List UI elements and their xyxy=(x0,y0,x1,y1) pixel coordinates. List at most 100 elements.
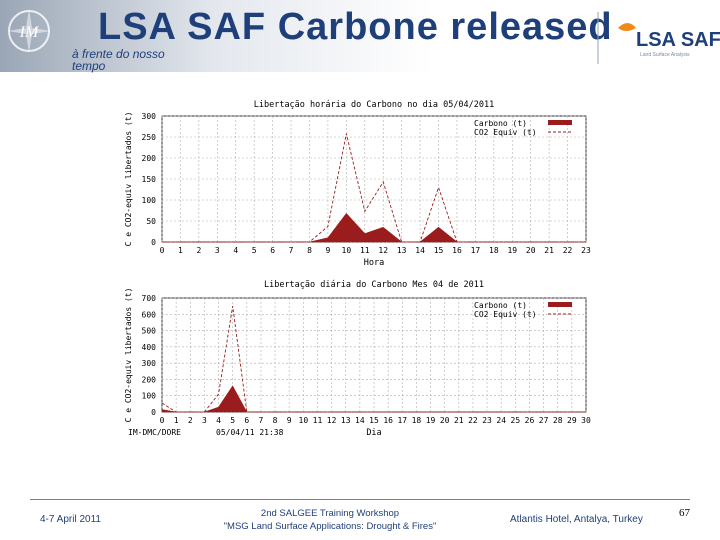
daily-carbon-chart: Libertação diária do Carbono Mes 04 de 2… xyxy=(124,280,591,438)
x-tick-label: 13 xyxy=(397,246,407,255)
x-tick-label: 12 xyxy=(378,246,388,255)
y-tick-label: 300 xyxy=(142,359,157,368)
x-tick-label: 17 xyxy=(471,246,481,255)
x-tick-label: 7 xyxy=(259,416,264,425)
x-tick-label: 6 xyxy=(270,246,275,255)
x-tick-label: 21 xyxy=(454,416,464,425)
x-tick-label: 8 xyxy=(273,416,278,425)
y-tick-label: 200 xyxy=(142,154,157,163)
x-tick-label: 29 xyxy=(567,416,577,425)
y-tick-label: 0 xyxy=(151,238,156,247)
x-tick-label: 3 xyxy=(202,416,207,425)
x-tick-label: 4 xyxy=(216,416,221,425)
x-tick-label: 26 xyxy=(525,416,535,425)
x-tick-label: 6 xyxy=(244,416,249,425)
page-number: 67 xyxy=(679,507,690,519)
x-tick-label: 2 xyxy=(196,246,201,255)
lsa-logo-text: LSA SAF xyxy=(636,29,720,51)
x-tick-label: 23 xyxy=(581,246,591,255)
lsa-logo-subtext: Land Surface Analysis xyxy=(640,52,690,58)
page-title: LSA SAF Carbone released xyxy=(98,6,613,48)
x-tick-label: 15 xyxy=(369,416,379,425)
y-tick-label: 400 xyxy=(142,343,157,352)
x-tick-label: 30 xyxy=(581,416,591,425)
chart-footnote-source: IM-DMC/DORE xyxy=(128,428,181,437)
x-tick-label: 10 xyxy=(342,246,352,255)
x-tick-label: 18 xyxy=(412,416,422,425)
x-tick-label: 24 xyxy=(496,416,506,425)
x-tick-label: 9 xyxy=(325,246,330,255)
y-tick-label: 700 xyxy=(142,294,157,303)
legend-label: CO2 Equiv (t) xyxy=(474,128,537,137)
im-logo-text: IM xyxy=(19,24,40,41)
series-line-co2 xyxy=(162,133,586,243)
chart-title: Libertação horária do Carbono no dia 05/… xyxy=(254,100,495,110)
x-tick-label: 2 xyxy=(188,416,193,425)
x-tick-label: 12 xyxy=(327,416,337,425)
legend-swatch-filled xyxy=(548,120,572,125)
x-tick-label: 20 xyxy=(440,416,450,425)
x-tick-label: 16 xyxy=(383,416,393,425)
slide-header: IM LSA SAF Carbone released à frente do … xyxy=(0,0,720,72)
x-tick-label: 22 xyxy=(563,246,573,255)
footer-date: 4-7 April 2011 xyxy=(40,514,101,525)
x-tick-label: 13 xyxy=(341,416,351,425)
x-tick-label: 11 xyxy=(360,246,370,255)
y-tick-label: 50 xyxy=(146,217,156,226)
x-tick-label: 23 xyxy=(482,416,492,425)
x-tick-label: 14 xyxy=(415,246,425,255)
x-tick-label: 0 xyxy=(160,246,165,255)
y-tick-label: 100 xyxy=(142,392,157,401)
y-tick-label: 500 xyxy=(142,327,157,336)
x-tick-label: 25 xyxy=(511,416,521,425)
x-tick-label: 1 xyxy=(174,416,179,425)
x-axis-label: Hora xyxy=(364,258,384,268)
footer-venue: Atlantis Hotel, Antalya, Turkey xyxy=(510,514,643,525)
legend-label: Carbono (t) xyxy=(474,301,527,310)
y-tick-label: 250 xyxy=(142,133,157,142)
hourly-carbon-chart: Libertação horária do Carbono no dia 05/… xyxy=(124,100,591,268)
y-axis-label: C e CO2-equiv libertados (t) xyxy=(124,288,133,423)
footer-workshop-line1: 2nd SALGEE Training Workshop xyxy=(260,508,400,519)
x-tick-label: 16 xyxy=(452,246,462,255)
y-tick-label: 0 xyxy=(151,408,156,417)
x-tick-label: 1 xyxy=(178,246,183,255)
x-tick-label: 21 xyxy=(544,246,554,255)
y-tick-label: 600 xyxy=(142,310,157,319)
footer-workshop: 2nd SALGEE Training Workshop "MSG Land S… xyxy=(210,507,450,533)
x-tick-label: 7 xyxy=(289,246,294,255)
y-tick-label: 300 xyxy=(142,112,157,121)
y-tick-label: 100 xyxy=(142,196,157,205)
x-tick-label: 19 xyxy=(507,246,517,255)
x-tick-label: 5 xyxy=(230,416,235,425)
x-tick-label: 15 xyxy=(434,246,444,255)
chart-title: Libertação diária do Carbono Mes 04 de 2… xyxy=(264,280,484,290)
x-tick-label: 20 xyxy=(526,246,536,255)
legend-label: CO2 Equiv (t) xyxy=(474,310,537,319)
x-tick-label: 11 xyxy=(313,416,323,425)
y-tick-label: 200 xyxy=(142,375,157,384)
x-tick-label: 17 xyxy=(397,416,407,425)
x-tick-label: 8 xyxy=(307,246,312,255)
lsa-saf-logo: LSA SAF Land Surface Analysis xyxy=(597,12,720,64)
x-tick-label: 10 xyxy=(299,416,309,425)
im-logo-icon: IM xyxy=(7,9,51,53)
x-tick-label: 19 xyxy=(426,416,436,425)
x-tick-label: 3 xyxy=(215,246,220,255)
y-tick-label: 150 xyxy=(142,175,157,184)
footer-divider xyxy=(30,499,690,500)
x-tick-label: 5 xyxy=(252,246,257,255)
x-tick-label: 18 xyxy=(489,246,499,255)
page-subtitle: à frente do nosso tempo xyxy=(72,47,165,73)
x-axis-label: Dia xyxy=(366,428,381,438)
x-tick-label: 14 xyxy=(355,416,365,425)
x-tick-label: 28 xyxy=(553,416,563,425)
legend-label: Carbono (t) xyxy=(474,119,527,128)
series-line-co2 xyxy=(161,306,586,413)
x-tick-label: 9 xyxy=(287,416,292,425)
legend-swatch-filled xyxy=(548,302,572,307)
y-axis-label: C e CO2-equiv libertados (t) xyxy=(124,112,133,247)
footer-workshop-line2: "MSG Land Surface Applications: Drought … xyxy=(223,521,437,532)
x-tick-label: 4 xyxy=(233,246,238,255)
x-tick-label: 22 xyxy=(468,416,478,425)
